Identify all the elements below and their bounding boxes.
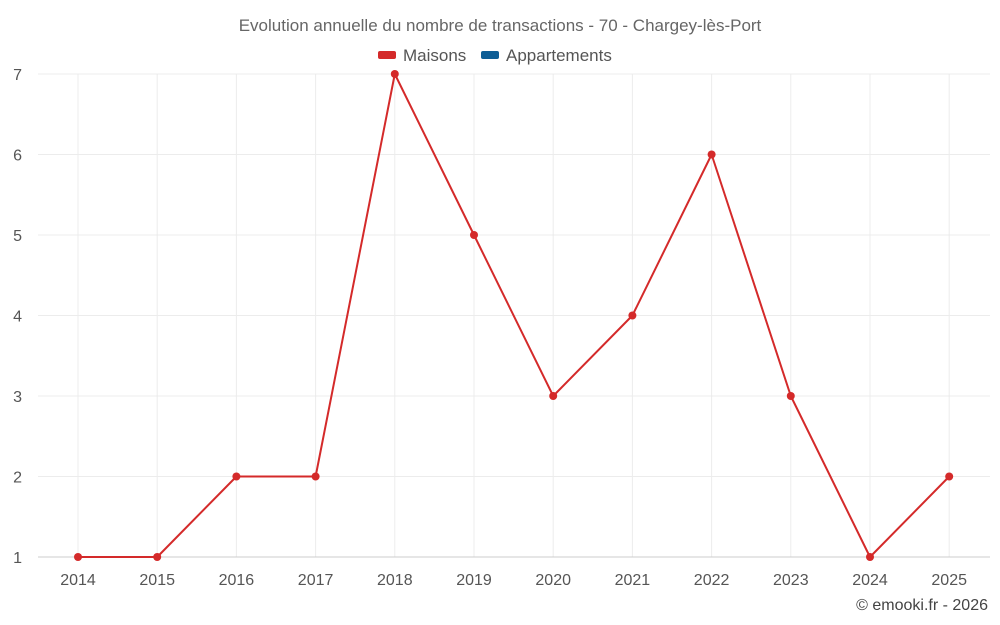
legend-label-maisons[interactable]: Maisons <box>403 46 466 65</box>
x-tick-label: 2023 <box>773 572 809 589</box>
data-point-maisons-2017[interactable] <box>311 472 320 481</box>
y-tick-label: 7 <box>13 67 22 84</box>
x-tick-label: 2020 <box>535 572 571 589</box>
x-tick-label: 2017 <box>298 572 334 589</box>
data-point-maisons-2018[interactable] <box>390 70 399 78</box>
data-point-maisons-2016[interactable] <box>232 472 241 481</box>
chart-legend: Maisons Appartements <box>378 46 612 65</box>
y-tick-label: 2 <box>13 470 22 487</box>
chart-title: Evolution annuelle du nombre de transact… <box>239 16 762 35</box>
legend-swatch-maisons[interactable] <box>378 51 396 59</box>
data-point-maisons-2021[interactable] <box>628 311 637 320</box>
y-tick-label: 3 <box>13 389 22 406</box>
x-tick-label: 2022 <box>694 572 730 589</box>
y-tick-label: 1 <box>13 550 22 567</box>
series-layer <box>74 70 954 561</box>
axes: 1 2 3 4 5 6 7 2014 2015 2016 2017 2018 2019 2020 2021 2… <box>13 67 990 589</box>
legend-swatch-appartements[interactable] <box>481 51 499 59</box>
x-tick-label: 2019 <box>456 572 492 589</box>
data-point-maisons-2022[interactable] <box>707 150 716 159</box>
x-tick-label: 2024 <box>852 572 888 589</box>
x-tick-label: 2018 <box>377 572 413 589</box>
data-point-maisons-2023[interactable] <box>786 392 795 400</box>
x-tick-label: 2014 <box>60 572 96 589</box>
x-tick-label: 2025 <box>931 572 967 589</box>
x-tick-label: 2015 <box>139 572 175 589</box>
data-point-maisons-2024[interactable] <box>866 553 874 561</box>
data-point-maisons-2015[interactable] <box>153 553 162 561</box>
data-point-maisons-2019[interactable] <box>470 231 478 239</box>
x-tick-label: 2021 <box>615 572 651 589</box>
data-point-maisons-2014[interactable] <box>74 553 82 561</box>
y-tick-label: 6 <box>13 148 22 165</box>
y-tick-label: 5 <box>13 228 22 245</box>
data-point-maisons-2020[interactable] <box>549 392 558 400</box>
y-tick-label: 4 <box>13 309 22 326</box>
legend-label-appartements[interactable]: Appartements <box>506 46 612 65</box>
credit-text: © emooki.fr - 2026 <box>856 597 988 614</box>
data-point-maisons-2025[interactable] <box>945 472 954 481</box>
series-line-maisons <box>78 73 950 558</box>
x-tick-label: 2016 <box>219 572 255 589</box>
